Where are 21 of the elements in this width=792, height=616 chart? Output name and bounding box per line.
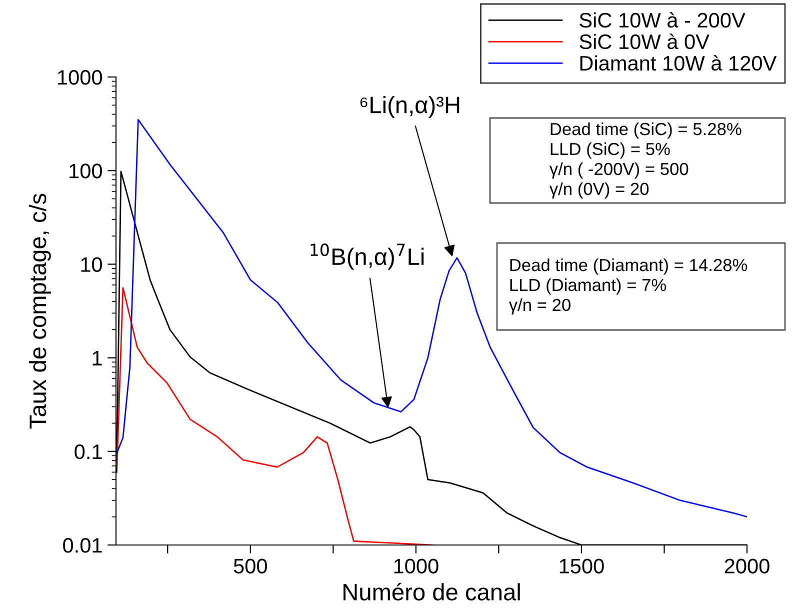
y-axis-title: Taux de comptage, c/s bbox=[28, 194, 51, 429]
legend-label: SiC 10W à - 200V bbox=[580, 12, 746, 28]
annotation: Dead time (Diamant) = 14.28% LLD (Diamant) = 7% γ/n = 20 bbox=[508, 258, 748, 315]
y-tick-label: 1000 bbox=[58, 70, 102, 85]
y-tick-label: 0.1 bbox=[74, 444, 102, 460]
line-series bbox=[116, 287, 434, 545]
x-axis-title: Numéro de canal bbox=[344, 582, 520, 601]
x-tick-label: 500 bbox=[234, 558, 267, 574]
x-tick-label: 2000 bbox=[724, 558, 770, 574]
annotation: Dead time (SiC) = 5.28% LLD (SiC) = 5% γ/n ( -200V) = 500 γ/n (0V) = 20 bbox=[549, 122, 742, 199]
legend-label: Diamant 10W à 120V bbox=[580, 55, 777, 71]
line-series bbox=[116, 118, 747, 518]
x-tick-label: 1000 bbox=[394, 558, 438, 574]
legend-label: SiC 10W à 0V bbox=[580, 34, 710, 50]
y-tick-label: 10 bbox=[81, 257, 102, 272]
y-tick-label: 100 bbox=[70, 164, 102, 178]
y-tick-label: 1 bbox=[92, 351, 102, 366]
x-tick-label: 1500 bbox=[560, 558, 604, 574]
annotation: ⁶Li(n,α)³H bbox=[360, 96, 460, 118]
y-tick-label: 0.01 bbox=[63, 538, 102, 553]
annotation: $^{10}$B(n,α)$^{7}$Li bbox=[310, 244, 424, 270]
